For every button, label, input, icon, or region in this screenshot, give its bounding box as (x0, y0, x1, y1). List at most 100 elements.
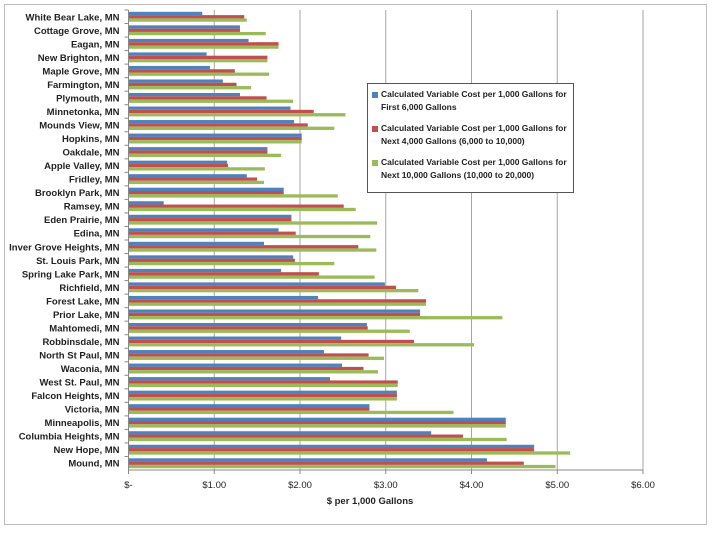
category-label: Spring Lake Park, MN (22, 269, 120, 280)
bar (128, 140, 302, 144)
bar (128, 228, 279, 232)
legend: Calculated Variable Cost per 1,000 Gallo… (367, 83, 574, 193)
bar (128, 86, 252, 90)
category-label: Minneapolis, MN (45, 418, 120, 429)
category-label: Hopkins, MN (62, 134, 120, 145)
category-label: Inver Grove Heights, MN (9, 242, 119, 253)
bar (128, 390, 397, 394)
bar (128, 18, 247, 22)
bar (128, 448, 535, 452)
bar (128, 353, 369, 357)
bar (128, 380, 398, 384)
bar (128, 444, 535, 449)
bar (128, 268, 282, 273)
bar (128, 383, 398, 388)
bar (128, 295, 319, 300)
bar (128, 153, 282, 158)
x-tick-label: $4.00 (460, 480, 484, 491)
bar (128, 214, 292, 219)
x-tick-label: $- (124, 480, 132, 491)
category-label: White Bear Lake, MN (26, 12, 120, 23)
bar (128, 407, 370, 411)
bar (128, 397, 397, 401)
x-tick-label: $1.00 (202, 480, 226, 491)
category-label: Richfield, MN (59, 283, 119, 294)
bar (128, 241, 264, 246)
bar (128, 187, 284, 191)
bar (128, 461, 524, 465)
bar (128, 309, 421, 313)
category-label: Prior Lake, MN (53, 310, 120, 321)
bar (128, 285, 397, 290)
bar (128, 207, 356, 212)
bar (128, 69, 235, 73)
bar (128, 234, 371, 239)
bar (128, 350, 325, 354)
bar (128, 339, 415, 344)
bar (128, 174, 247, 178)
bar (128, 289, 419, 293)
bar (128, 123, 308, 127)
bar (128, 99, 294, 103)
bar (128, 55, 268, 60)
x-tick-label: $3.00 (374, 480, 398, 491)
bar (128, 329, 410, 333)
bar (128, 255, 294, 259)
bar (128, 231, 296, 235)
bar (128, 261, 335, 266)
x-tick-label: $6.00 (631, 480, 655, 491)
category-label: Maple Grove, MN (42, 66, 119, 77)
bar (128, 326, 368, 330)
bar (128, 299, 427, 303)
bar (128, 109, 314, 114)
category-label: North St Paul, MN (39, 351, 119, 362)
bar (128, 201, 164, 205)
bar (128, 336, 342, 340)
bar (128, 38, 249, 43)
bar (128, 167, 265, 171)
category-label: St. Louis Park, MN (36, 256, 120, 267)
bar (128, 431, 432, 435)
bar (128, 316, 503, 320)
x-tick-label: $2.00 (288, 480, 312, 491)
legend-swatch-red (372, 126, 378, 132)
legend-label: Calculated Variable Cost per 1,000 Gallo… (381, 123, 567, 146)
bar (128, 366, 364, 371)
bar (128, 160, 228, 164)
bar (128, 11, 203, 16)
bar (128, 147, 268, 151)
category-label: Waconia, MN (61, 364, 120, 375)
category-label: Plymouth, MN (56, 93, 119, 104)
bar (128, 163, 228, 168)
bar (128, 120, 294, 124)
category-label: Eden Prairie, MN (44, 215, 120, 226)
bar (128, 245, 359, 249)
bar (128, 322, 367, 327)
bar (128, 437, 507, 442)
category-label: Columbia Heights, MN (19, 432, 120, 443)
bar (128, 356, 385, 360)
bar (128, 420, 506, 425)
bar (128, 65, 210, 70)
category-label: Fridley, MN (69, 175, 120, 186)
category-label: Victoria, MN (65, 405, 120, 416)
bar (128, 136, 302, 141)
category-label: New Brighton, MN (38, 53, 120, 64)
legend-label: Calculated Variable Cost per 1,000 Gallo… (381, 157, 567, 180)
category-label: Brooklyn Park, MN (35, 188, 120, 199)
category-label: Mounds View, MN (39, 121, 119, 132)
bar (128, 363, 343, 367)
bar (128, 45, 279, 49)
bar (128, 275, 375, 279)
bar (128, 302, 427, 306)
category-label: Eagan, MN (71, 39, 120, 50)
bar (128, 272, 319, 276)
bar (128, 59, 268, 63)
category-label: Minnetonka, MN (47, 107, 120, 118)
bar (128, 424, 506, 428)
bar (128, 410, 454, 415)
bar (128, 258, 295, 262)
bar (128, 28, 240, 32)
bar (128, 72, 270, 76)
bar (128, 248, 377, 252)
